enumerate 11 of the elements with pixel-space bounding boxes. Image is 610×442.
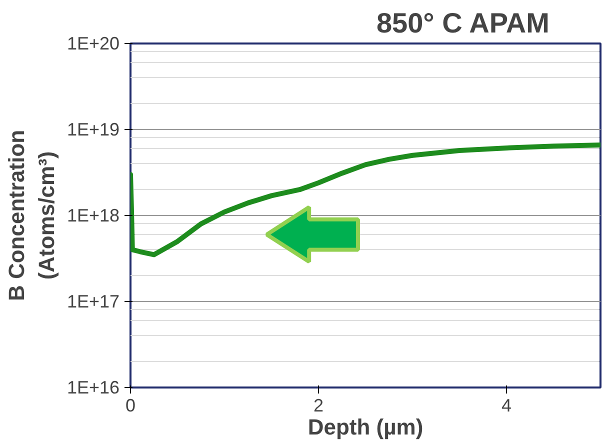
y-tick-label: 1E+17 — [66, 292, 120, 312]
x-tick-label: 4 — [501, 396, 512, 416]
y-tick-label: 1E+20 — [66, 34, 120, 54]
chart-title: 850° C APAM — [376, 8, 550, 38]
y-tick-label: 1E+19 — [66, 120, 120, 140]
x-tick-label: 2 — [313, 396, 324, 416]
y-axis-title: B Concentration (Atoms/cm³) — [4, 130, 59, 302]
x-tick-label: 0 — [125, 396, 136, 416]
y-tick-label: 1E+18 — [66, 206, 120, 226]
x-axis-title: Depth (µm) — [308, 414, 424, 440]
y-tick-label: 1E+16 — [66, 378, 120, 398]
